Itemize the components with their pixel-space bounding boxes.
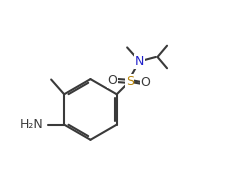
Text: N: N	[134, 55, 143, 68]
Text: S: S	[125, 75, 133, 88]
Text: O: O	[140, 76, 150, 90]
Text: H₂N: H₂N	[20, 118, 43, 131]
Text: O: O	[107, 74, 117, 87]
